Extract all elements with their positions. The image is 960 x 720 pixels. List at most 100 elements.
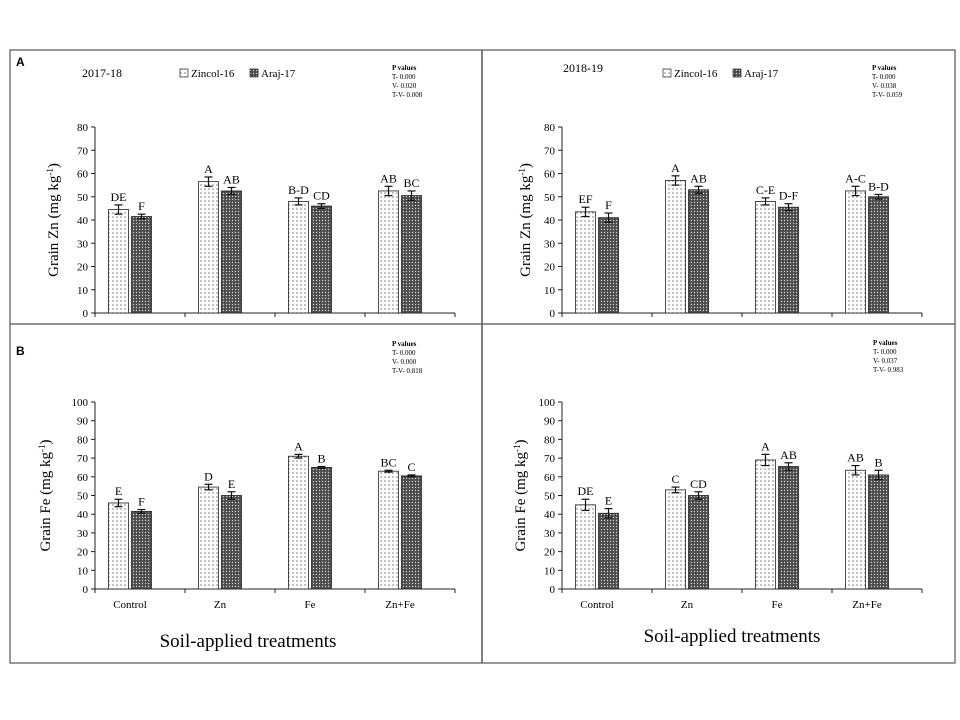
significance-letter: AB [847, 451, 864, 465]
x-caption-left: Soil-applied treatments [160, 631, 337, 652]
p-values-line: T- 0.000 [873, 348, 897, 356]
significance-letter: C [671, 472, 679, 486]
significance-letter: A-C [845, 171, 866, 185]
y-tick-label: 50 [544, 491, 556, 503]
p-values-line: V- 0.038 [872, 82, 897, 90]
bar-araj-17-control [598, 512, 619, 590]
bar-zincol-16-zn [665, 180, 686, 314]
bar-zincol-16-control [575, 504, 596, 590]
y-tick-label: 30 [544, 528, 556, 540]
bar-araj-17-zn+fe [868, 196, 889, 314]
y-tick-label: 100 [539, 397, 556, 409]
legend-swatch-araj-17 [732, 68, 742, 78]
y-tick-label: 90 [77, 416, 89, 428]
y-tick-label: 40 [544, 509, 556, 521]
y-tick-label: 20 [77, 547, 89, 559]
bar-zincol-16-fe [288, 200, 309, 314]
y-tick-label: 70 [77, 453, 89, 465]
bar-zincol-16-zn+fe [845, 190, 866, 314]
p-values-line: T- 0.000 [872, 73, 896, 81]
bar-araj-17-fe [311, 467, 332, 590]
y-tick-label: 30 [77, 238, 89, 250]
bar-araj-17-zn+fe [401, 475, 422, 590]
y-tick-label: 10 [544, 285, 556, 297]
bar-araj-17-control [131, 510, 152, 590]
y-tick-label: 20 [544, 547, 556, 559]
y-tick-label: 0 [550, 584, 556, 596]
bar-araj-17-zn [688, 495, 709, 590]
bar-araj-17-zn [221, 190, 242, 314]
significance-letter: E [228, 477, 235, 491]
year-label: 2018-19 [563, 61, 603, 75]
chart-panel-b-left: 0 10 20 30 40 50 60 70 80 90 100 Grain Fe (mg kg-1)… [37, 340, 456, 611]
significance-letter: BC [403, 176, 419, 190]
legend-label: Zincol-16 [674, 68, 718, 80]
bar-araj-17-zn [221, 495, 242, 590]
y-tick-label: 10 [544, 565, 556, 577]
y-axis-label: Grain Fe (mg kg-1) [37, 439, 54, 551]
bar-zincol-16-zn [665, 489, 686, 590]
p-values-line: T-V- 0.059 [872, 91, 903, 99]
y-tick-label: 90 [544, 416, 556, 428]
chart-panel-a-left: 0 10 20 30 40 50 60 70 80 Grain Zn (mg kg-1) DE A B-… [45, 64, 456, 320]
significance-letter: F [138, 199, 145, 213]
row-label-b: B [16, 344, 25, 358]
y-tick-label: 0 [550, 308, 556, 320]
significance-letter: DE [578, 484, 594, 498]
significance-letter: A [204, 162, 213, 176]
significance-letter: DE [111, 190, 127, 204]
bar-araj-17-zn [688, 189, 709, 314]
bar-zincol-16-zn+fe [378, 470, 399, 590]
p-values-line: T-V- 0.983 [873, 366, 904, 374]
significance-letter: E [605, 494, 612, 508]
y-tick-label: 80 [77, 434, 89, 446]
p-values-line: T-V- 0.818 [392, 367, 423, 375]
significance-letter: B [874, 455, 882, 469]
bar-zincol-16-zn+fe [378, 190, 399, 314]
p-values-line: T-V- 0.008 [392, 91, 423, 99]
y-tick-label: 70 [77, 145, 89, 157]
chart-panel-a-right: 0 10 20 30 40 50 60 70 80 Grain Zn (mg kg-1) EF A C-… [517, 61, 923, 320]
y-tick-label: 0 [83, 584, 89, 596]
y-tick-label: 50 [544, 192, 556, 204]
significance-letter: E [115, 484, 122, 498]
bar-zincol-16-fe [755, 459, 776, 590]
bar-zincol-16-fe [755, 200, 776, 314]
y-axis-label: Grain Zn (mg kg-1) [517, 163, 534, 277]
bar-zincol-16-zn+fe [845, 469, 866, 590]
y-tick-label: 70 [544, 145, 556, 157]
significance-letter: B-D [288, 183, 309, 197]
y-tick-label: 80 [544, 434, 556, 446]
y-tick-label: 30 [544, 238, 556, 250]
p-values-line: P values [392, 340, 417, 348]
legend-swatch-zincol-16 [662, 68, 672, 78]
y-tick-label: 40 [77, 215, 89, 227]
bar-araj-17-fe [311, 205, 332, 314]
significance-letter: D-F [779, 189, 799, 203]
significance-letter: D [204, 469, 213, 483]
p-values-line: T- 0.000 [392, 349, 416, 357]
y-tick-label: 50 [77, 491, 89, 503]
significance-letter: CD [690, 477, 707, 491]
bar-zincol-16-zn [198, 181, 219, 314]
legend-swatch-zincol-16 [179, 68, 189, 78]
significance-letter: C [407, 460, 415, 474]
legend-label: Zincol-16 [191, 68, 235, 80]
y-tick-label: 100 [72, 397, 89, 409]
y-tick-label: 40 [77, 509, 89, 521]
legend-label: Araj-17 [261, 68, 296, 80]
significance-letter: A [671, 161, 680, 175]
y-tick-label: 20 [544, 262, 556, 274]
y-tick-label: 20 [77, 262, 89, 274]
y-axis-label: Grain Fe (mg kg-1) [512, 439, 529, 551]
y-tick-label: 60 [544, 169, 556, 181]
chart-panel-b-right: 0 10 20 30 40 50 60 70 80 90 100 Grain Fe (mg kg-1)… [512, 339, 923, 611]
p-values-line: V- 0.020 [392, 82, 417, 90]
p-values-line: T- 0.000 [392, 73, 416, 81]
bar-araj-17-control [598, 217, 619, 314]
y-tick-label: 80 [544, 122, 556, 134]
legend-swatch-araj-17 [249, 68, 259, 78]
x-caption-right: Soil-applied treatments [644, 626, 821, 647]
significance-letter: CD [313, 189, 330, 203]
